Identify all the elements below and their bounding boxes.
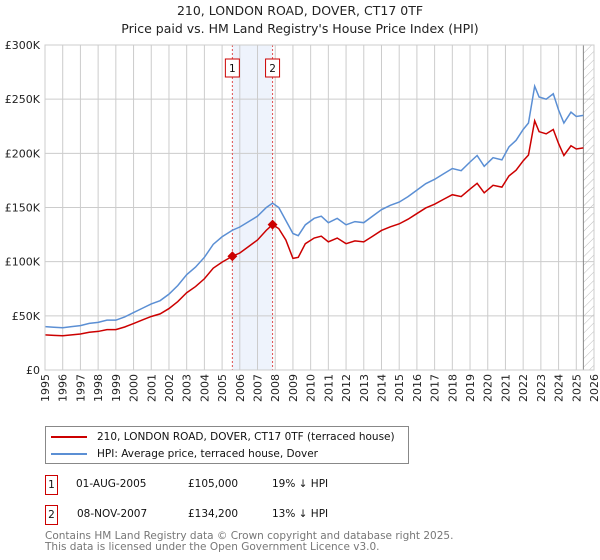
legend-swatch-blue <box>51 453 87 455</box>
x-tick-label: 2024 <box>553 374 566 402</box>
sale-price: £134,200 <box>188 508 239 520</box>
x-tick-label: 2005 <box>216 374 229 402</box>
legend: 210, LONDON ROAD, DOVER, CT17 0TF (terra… <box>45 426 409 464</box>
x-tick-label: 1998 <box>92 374 105 402</box>
sale-label-box <box>265 58 281 78</box>
footer: Contains HM Land Registry data © Crown c… <box>45 531 453 553</box>
y-tick-label: £250K <box>5 93 41 106</box>
forecast-hatch <box>583 45 594 370</box>
x-tick-label: 1995 <box>39 374 52 402</box>
chart-title: 210, LONDON ROAD, DOVER, CT17 0TF <box>176 3 424 18</box>
x-tick-label: 2025 <box>570 374 583 402</box>
plot-frame <box>44 44 595 371</box>
x-tick-label: 2017 <box>429 374 442 402</box>
sale-price: £105,000 <box>188 478 239 490</box>
sale-date: 08-NOV-2007 <box>77 508 148 520</box>
x-tick-label: 2014 <box>375 374 388 402</box>
y-tick-label: £300K <box>5 39 41 52</box>
x-tick-label: 2019 <box>464 374 477 402</box>
x-tick-label: 1996 <box>57 374 70 402</box>
sale-point-marker <box>227 251 238 262</box>
sale-marker-box: 1 <box>45 475 58 495</box>
x-tick-label: 2016 <box>411 374 424 402</box>
x-tick-label: 1997 <box>74 374 87 402</box>
x-tick-label: 2015 <box>393 374 406 402</box>
sale-label: 2 <box>269 63 276 75</box>
hpi-line <box>44 83 584 329</box>
x-tick-label: 2007 <box>252 374 265 402</box>
legend-item-hpi: HPI: Average price, terraced house, Dove… <box>46 446 318 462</box>
sale-hpi-diff: 13% ↓ HPI <box>272 508 329 520</box>
sale-label-box <box>224 58 240 78</box>
footer-copyright: Contains HM Land Registry data © Crown c… <box>45 530 454 542</box>
x-tick-label: 2002 <box>163 374 176 402</box>
sale-marker-box: 2 <box>45 505 58 525</box>
x-tick-label: 2000 <box>128 374 141 402</box>
legend-label: 210, LONDON ROAD, DOVER, CT17 0TF (terra… <box>97 431 395 443</box>
property-price-line <box>44 118 584 337</box>
y-tick-label: £200K <box>5 147 41 160</box>
legend-label: HPI: Average price, terraced house, Dove… <box>97 448 318 460</box>
x-tick-label: 2001 <box>145 374 158 402</box>
y-tick-label: £0 <box>26 364 40 377</box>
y-tick-label: £50K <box>12 310 41 323</box>
sale-label: 1 <box>229 63 236 75</box>
x-tick-label: 2012 <box>340 374 353 402</box>
y-tick-label: £100K <box>5 256 41 269</box>
x-tick-label: 2009 <box>287 374 300 402</box>
x-tick-label: 2013 <box>358 374 371 402</box>
x-tick-label: 1999 <box>110 374 123 402</box>
x-tick-label: 2006 <box>234 374 247 402</box>
sale-date: 01-AUG-2005 <box>76 478 147 490</box>
legend-item-property: 210, LONDON ROAD, DOVER, CT17 0TF (terra… <box>46 429 395 445</box>
x-tick-label: 2026 <box>588 374 600 402</box>
sale-point-marker <box>267 219 278 230</box>
price-chart: 1995 1996 1997 1998 1999 2000 2001 2002 2003 2004… <box>5 39 600 402</box>
x-tick-label: 2021 <box>499 374 512 402</box>
x-tick-label: 2003 <box>181 374 194 402</box>
x-tick-label: 2022 <box>517 374 530 402</box>
x-tick-label: 2023 <box>535 374 548 402</box>
x-tick-label: 2011 <box>322 374 335 402</box>
x-tick-label: 2020 <box>482 374 495 402</box>
sale-hpi-diff: 19% ↓ HPI <box>272 478 329 490</box>
footer-licence: This data is licensed under the Open Gov… <box>45 541 380 553</box>
x-tick-label: 2018 <box>446 374 459 402</box>
x-tick-label: 2004 <box>198 374 211 402</box>
y-tick-label: £150K <box>5 202 41 215</box>
x-tick-label: 2008 <box>269 374 282 402</box>
x-tick-label: 2010 <box>305 374 318 402</box>
legend-swatch-red <box>51 436 87 438</box>
chart-subtitle: Price paid vs. HM Land Registry's House … <box>121 21 479 36</box>
